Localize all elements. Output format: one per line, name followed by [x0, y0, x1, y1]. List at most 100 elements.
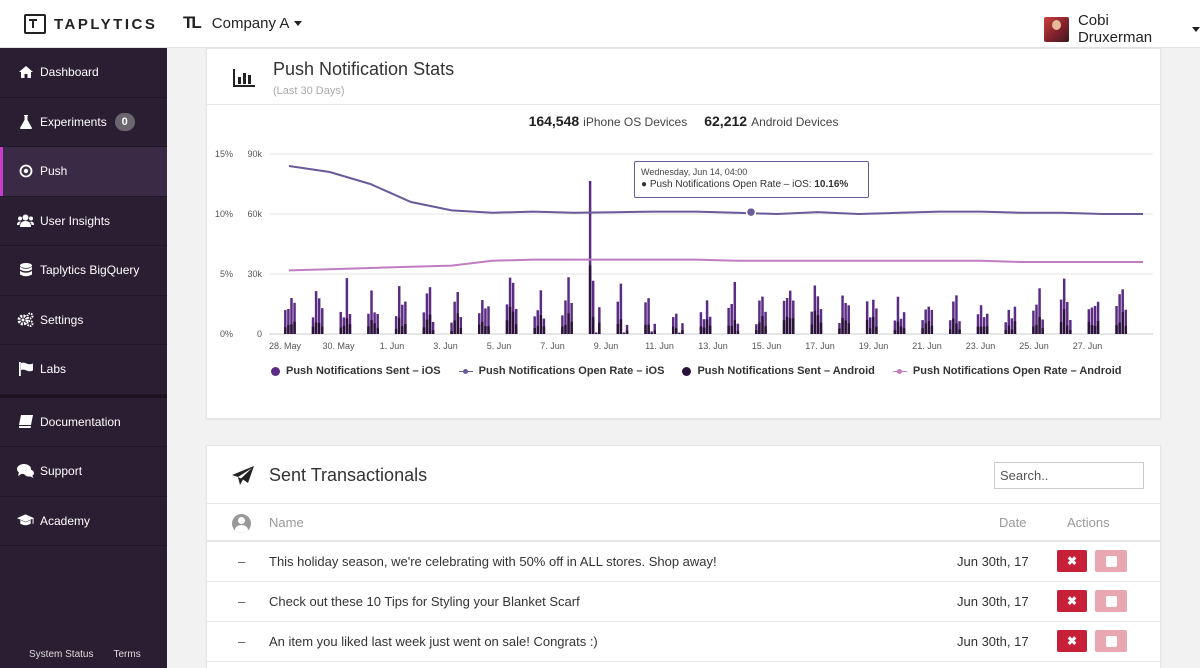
bar-sent-ios [810, 311, 813, 334]
legend-item-sent-ios[interactable]: Push Notifications Sent – iOS [271, 365, 441, 377]
caret-down-icon [1192, 26, 1200, 32]
bar-sent-ios [481, 300, 484, 334]
bar-sent-ios [1121, 289, 1124, 334]
chart-tooltip: Wednesday, Jun 14, 04:00 ● Push Notifica… [634, 161, 869, 198]
bar-sent-android [921, 328, 924, 334]
avatar [1044, 16, 1069, 42]
bar-sent-ios [1038, 288, 1041, 334]
bar-sent-android [619, 319, 623, 334]
bar-sent-android [675, 328, 678, 334]
user-menu[interactable]: Cobi Druxerman [1044, 12, 1200, 46]
sidebar-item-labs[interactable]: Labs [0, 345, 167, 395]
sidebar-item-documentation[interactable]: Documentation [0, 398, 167, 447]
x-tick-label: 9. Jun [594, 341, 619, 351]
sidebar-item-label: Settings [40, 312, 84, 327]
bar-sent-ios [902, 312, 906, 334]
bar-sent-android [730, 325, 733, 334]
sidebar-item-dashboard[interactable]: Dashboard [0, 48, 167, 98]
bar-sent-ios [404, 301, 407, 334]
stop-icon [1105, 555, 1117, 567]
bar-sent-ios [1124, 309, 1128, 334]
paper-plane-icon [232, 466, 254, 485]
bar-sent-ios [370, 290, 373, 334]
bar-sent-android [1118, 322, 1121, 334]
stop-button[interactable] [1095, 590, 1127, 612]
bar-sent-android [1124, 325, 1128, 334]
bar-sent-ios [1096, 301, 1100, 334]
table-row[interactable]: – An item you liked last week just went … [207, 622, 1160, 662]
bar-sent-android [591, 317, 595, 334]
bar-sent-android [813, 310, 817, 334]
bar-sent-android [514, 324, 518, 334]
row-marker: – [238, 634, 246, 649]
sidebar-item-push[interactable]: Push [0, 147, 167, 197]
bar-sent-android [869, 328, 872, 334]
bar-sent-ios [1090, 307, 1094, 334]
bar-sent-ios [619, 283, 623, 334]
company-name: Company A [211, 14, 290, 32]
bar-sent-ios [1087, 309, 1091, 334]
sidebar-item-support[interactable]: Support [0, 447, 167, 497]
bar-sent-android [955, 323, 958, 334]
sent-transactionals-card: Sent Transactionals Name Date Actions – … [206, 445, 1161, 668]
push-stats-chart[interactable]: 15% 90k 10% 60k 5% 30k 0% 0 28. May 30. May 1. Jun… [207, 139, 1162, 359]
column-header-name[interactable]: Name [269, 515, 304, 530]
bar-sent-ios [287, 308, 290, 334]
bar-sent-ios [422, 312, 426, 334]
stop-button[interactable] [1095, 630, 1127, 652]
sidebar-item-label: Academy [40, 513, 91, 528]
sidebar-item-user-insights[interactable]: User Insights [0, 197, 167, 246]
bar-sent-ios [348, 313, 352, 334]
bar-sent-android [401, 326, 404, 334]
table-row[interactable]: – Check out these 10 Tips for Styling yo… [207, 582, 1160, 622]
table-row[interactable]: – This holiday season, we're celebrating… [207, 542, 1160, 582]
bar-sent-ios [345, 278, 349, 334]
search-input[interactable] [994, 462, 1144, 489]
column-header-actions: Actions [1067, 515, 1110, 530]
bar-sent-ios [847, 305, 850, 334]
taplytics-logo[interactable]: TAPLYTICS [24, 14, 157, 34]
delete-button[interactable]: ✖ [1057, 630, 1087, 652]
system-status-link[interactable]: System Status [29, 649, 94, 660]
sidebar-item-settings[interactable]: Settings [0, 296, 167, 345]
stop-button[interactable] [1095, 550, 1127, 572]
bar-sent-ios [567, 277, 570, 334]
legend-item-rate-ios[interactable]: Push Notifications Open Rate – iOS [458, 365, 664, 377]
bar-sent-ios [539, 290, 543, 334]
bar-sent-ios [536, 310, 539, 334]
bar-sent-ios [588, 181, 592, 334]
bar-sent-android [348, 324, 352, 334]
x-tick-label: 17. Jun [805, 341, 835, 351]
bar-sent-ios [650, 331, 653, 334]
bar-sent-ios [311, 317, 315, 334]
experiments-count-badge: 0 [114, 112, 135, 131]
sidebar: Dashboard Experiments 0 Push User Insigh… [0, 48, 167, 668]
company-selector[interactable]: TL Company A [183, 13, 303, 33]
terms-link[interactable]: Terms [113, 649, 141, 660]
column-header-date[interactable]: Date [999, 515, 1027, 530]
bar-sent-android [681, 330, 684, 334]
bar-sent-android [536, 325, 539, 334]
sidebar-item-academy[interactable]: Academy [0, 497, 167, 546]
sidebar-item-bigquery[interactable]: Taplytics BigQuery [0, 246, 167, 296]
bar-sent-ios [508, 277, 512, 334]
bar-sent-android [705, 319, 709, 334]
bar-sent-android [875, 326, 878, 334]
bar-sent-android [733, 319, 737, 334]
legend-item-sent-android[interactable]: Push Notifications Sent – Android [682, 365, 875, 377]
delete-button[interactable]: ✖ [1057, 550, 1087, 572]
bar-sent-android [428, 314, 432, 334]
y-tick-label-right: 0 [257, 329, 262, 339]
y-tick-label-left: 15% [215, 149, 233, 159]
sidebar-item-experiments[interactable]: Experiments 0 [0, 98, 167, 147]
bar-sent-android [345, 318, 349, 334]
bar-sent-ios [376, 313, 379, 334]
delete-button[interactable]: ✖ [1057, 590, 1087, 612]
bar-sent-ios [514, 308, 518, 334]
bar-sent-ios [450, 322, 453, 334]
legend-item-rate-android[interactable]: Push Notifications Open Rate – Android [892, 365, 1122, 377]
bar-sent-android [487, 326, 490, 334]
bar-sent-ios [758, 300, 761, 334]
bar-sent-ios [816, 296, 820, 334]
y-tick-label-right: 60k [247, 209, 262, 219]
